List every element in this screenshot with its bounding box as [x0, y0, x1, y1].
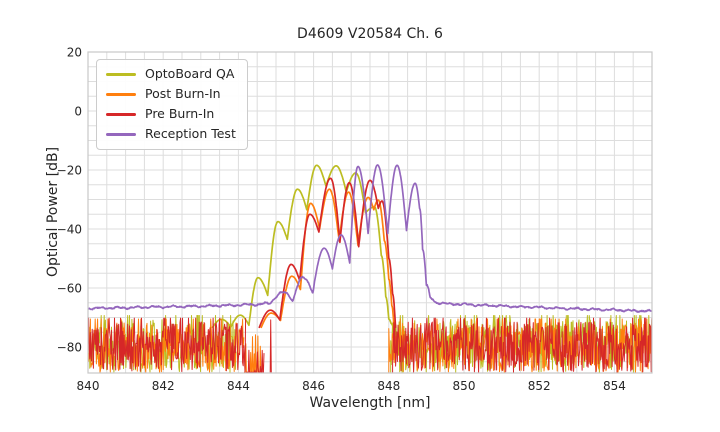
legend-line-sample [106, 133, 136, 136]
legend-line-sample [106, 93, 136, 96]
y-axis-label: Optical Power [dB] [45, 146, 61, 278]
series-line-3 [88, 164, 652, 313]
axes-frame [87, 51, 653, 374]
legend-label: Post Burn-In [145, 86, 221, 102]
x-tick-label: 840 [77, 379, 100, 393]
y-tick-label: −20 [57, 163, 82, 177]
legend-item: Reception Test [106, 126, 236, 143]
x-tick-label: 854 [603, 379, 626, 393]
y-tick-labels: 20 0 −20 −40 −60 −80 [57, 45, 82, 354]
series-line-2 [258, 177, 397, 329]
x-tick-labels: 840 842 844 846 848 850 852 854 [77, 379, 626, 393]
y-tick-label: 0 [74, 104, 82, 118]
legend-item: OptoBoard QA [106, 66, 236, 83]
x-tick-label: 848 [377, 379, 400, 393]
x-tick-label: 850 [453, 379, 476, 393]
y-tick-label: 20 [67, 45, 82, 59]
legend: OptoBoard QA Post Burn-In Pre Burn-In Recep… [96, 59, 248, 150]
legend-label: OptoBoard QA [145, 66, 235, 82]
y-tick-label: −60 [57, 281, 82, 295]
legend-line-sample [106, 113, 136, 116]
legend-item: Post Burn-In [106, 86, 236, 103]
series-line-1 [260, 188, 395, 329]
x-axis-label: Wavelength [nm] [309, 395, 431, 411]
legend-line-sample [106, 73, 136, 76]
noise-floor-2 [88, 317, 652, 373]
x-tick-label: 852 [528, 379, 551, 393]
legend-label: Pre Burn-In [145, 106, 215, 122]
x-tick-label: 846 [302, 379, 325, 393]
series-group [88, 164, 652, 373]
x-tick-label: 842 [152, 379, 175, 393]
y-tick-label: −40 [57, 222, 82, 236]
legend-label: Reception Test [145, 126, 236, 142]
legend-item: Pre Burn-In [106, 106, 236, 123]
x-tick-label: 844 [227, 379, 250, 393]
chart-title: D4609 V20584 Ch. 6 [297, 26, 443, 42]
y-tick-label: −80 [57, 340, 82, 354]
